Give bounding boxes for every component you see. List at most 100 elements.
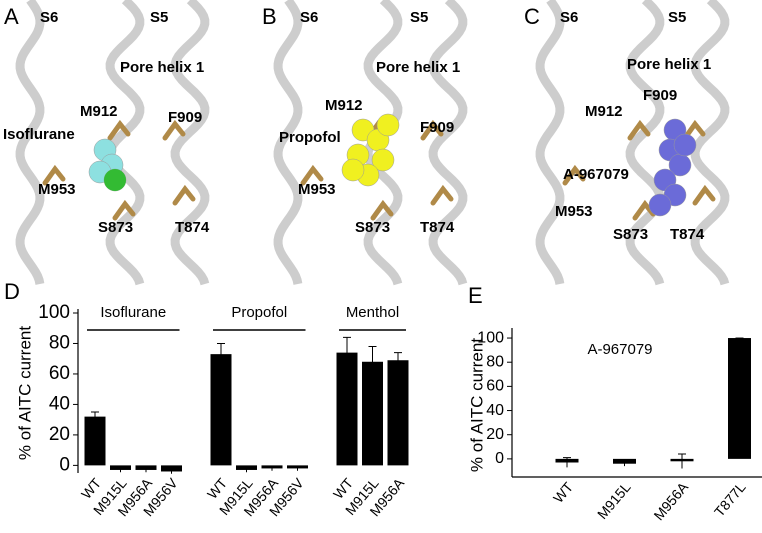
helix-ribbon	[273, 0, 303, 285]
structure-panel: B S6 S5 Pore helix 1 M912 F909 Propofol M953 S87…	[262, 0, 468, 286]
bar	[336, 352, 358, 466]
panel-letter: B	[262, 4, 277, 29]
error-bar	[142, 467, 150, 473]
y-tick-label: 100	[477, 329, 504, 346]
y-tick-label: 60	[49, 363, 70, 384]
y-tick-label: 0	[59, 454, 70, 475]
bar	[362, 361, 383, 466]
ligand-atom	[648, 193, 672, 217]
y-tick-label: 80	[49, 332, 70, 353]
residue-label: M953	[555, 203, 593, 220]
residue-label: S873	[613, 226, 648, 243]
helix-ribbon	[690, 0, 730, 286]
residue-stick	[627, 119, 651, 141]
structure-panel: C S6 S5 Pore helix 1 F909 M912 A-967079 M953 S87…	[524, 0, 730, 286]
y-tick-label: 20	[49, 424, 70, 445]
bar	[161, 465, 182, 472]
residue-label: M953	[38, 181, 76, 198]
error-bar	[368, 346, 377, 377]
error-bar	[394, 352, 402, 368]
error-bar	[678, 453, 686, 469]
helix-ribbon	[535, 0, 565, 285]
y-tick-label: 0	[495, 450, 504, 467]
residue-stick	[107, 119, 131, 141]
residue-label: A-967079	[563, 166, 629, 183]
residue-label: S5	[150, 9, 168, 26]
residue-label: Isoflurane	[3, 126, 75, 143]
residue-stick	[112, 199, 136, 221]
residue-label: F909	[420, 119, 454, 136]
annotation: A-967079	[587, 341, 652, 358]
residue-stick	[420, 119, 444, 141]
x-tick-label: WT	[550, 479, 577, 506]
helix-ribbon	[15, 0, 45, 285]
error-bar	[116, 467, 125, 473]
residue-stick	[692, 184, 716, 206]
y-tick-label: 40	[486, 402, 504, 419]
ligand-atom	[673, 133, 697, 157]
error-bar	[563, 457, 571, 468]
residue-label: M912	[585, 103, 623, 120]
error-bar	[167, 468, 176, 474]
ligand-atom	[104, 169, 126, 191]
error-bar	[217, 342, 225, 365]
residue-stick	[162, 119, 186, 141]
residue-label: Pore helix 1	[376, 59, 460, 76]
helix-ribbon	[428, 0, 468, 286]
residue-label: T874	[670, 226, 705, 243]
panel-letter: D	[4, 279, 20, 304]
y-axis-label: % of AITC current	[467, 338, 486, 472]
ligand-atom	[341, 158, 365, 182]
y-tick-label: 40	[49, 393, 70, 414]
panel-letter: C	[524, 4, 540, 29]
residue-label: S6	[560, 9, 578, 26]
residue-stick	[370, 199, 394, 221]
panel-letter: E	[468, 283, 483, 308]
residue-label: S6	[40, 9, 58, 26]
residue-label: Propofol	[279, 129, 341, 146]
residue-label: Pore helix 1	[627, 56, 711, 73]
bar	[387, 360, 409, 466]
error-bar	[91, 411, 99, 422]
residue-label: S6	[300, 9, 318, 26]
residue-label: F909	[168, 109, 202, 126]
y-tick-label: 60	[486, 378, 504, 395]
residue-stick	[682, 119, 706, 141]
residue-label: Pore helix 1	[120, 59, 204, 76]
x-tick-label: M915L	[594, 479, 634, 522]
residue-label: M912	[325, 97, 363, 114]
residue-label: S5	[668, 9, 686, 26]
y-tick-label: 100	[38, 302, 70, 323]
group-label: Isoflurane	[100, 304, 166, 321]
bar	[84, 416, 106, 466]
helix-ribbon	[170, 0, 210, 286]
residue-label: S5	[410, 9, 428, 26]
ligand-atom	[376, 113, 400, 137]
residue-label: M953	[298, 181, 336, 198]
bar	[728, 338, 751, 459]
error-bar	[620, 460, 629, 467]
y-axis-label: % of AITC current	[15, 326, 34, 460]
panel-letter: A	[4, 4, 19, 29]
residue-label: F909	[643, 87, 677, 104]
y-tick-label: 80	[486, 353, 504, 370]
helix-ribbon	[105, 0, 145, 286]
error-bar	[242, 467, 251, 473]
residue-label: T874	[175, 219, 210, 236]
residue-label: T874	[420, 219, 455, 236]
residue-stick	[430, 184, 454, 206]
error-bar	[343, 336, 351, 368]
bar	[210, 354, 232, 466]
residue-stick	[42, 164, 66, 186]
structure-panel: A S6 S5 Pore helix 1 M912 F909 Isoflurane M953 S…	[3, 0, 210, 286]
residue-stick	[300, 164, 324, 186]
helix-ribbon	[625, 0, 665, 286]
residue-label: S873	[355, 219, 390, 236]
residue-label: S873	[98, 219, 133, 236]
error-bar	[268, 465, 276, 471]
group-label: Propofol	[231, 304, 287, 321]
group-label: Menthol	[346, 304, 399, 321]
residue-label: M912	[80, 103, 118, 120]
